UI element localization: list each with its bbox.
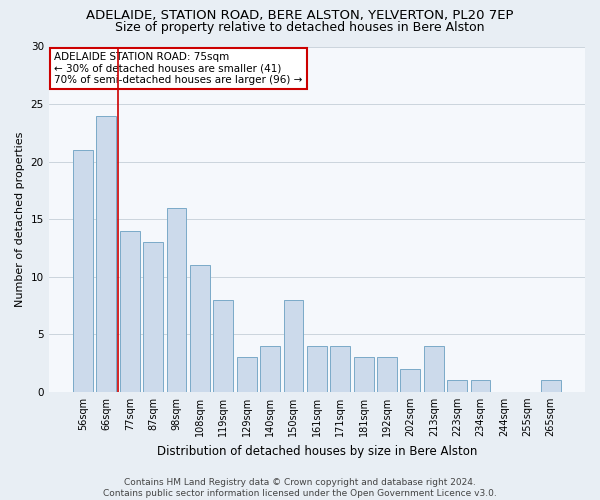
Bar bbox=[307, 346, 327, 392]
Bar bbox=[284, 300, 304, 392]
Bar bbox=[214, 300, 233, 392]
Bar bbox=[237, 358, 257, 392]
Bar bbox=[400, 369, 421, 392]
Bar bbox=[190, 265, 210, 392]
Bar bbox=[260, 346, 280, 392]
Bar bbox=[73, 150, 93, 392]
Bar bbox=[353, 358, 374, 392]
Text: Contains HM Land Registry data © Crown copyright and database right 2024.
Contai: Contains HM Land Registry data © Crown c… bbox=[103, 478, 497, 498]
Bar bbox=[541, 380, 560, 392]
Bar bbox=[167, 208, 187, 392]
Bar bbox=[120, 230, 140, 392]
Bar bbox=[330, 346, 350, 392]
X-axis label: Distribution of detached houses by size in Bere Alston: Distribution of detached houses by size … bbox=[157, 444, 477, 458]
Text: ADELAIDE, STATION ROAD, BERE ALSTON, YELVERTON, PL20 7EP: ADELAIDE, STATION ROAD, BERE ALSTON, YEL… bbox=[86, 9, 514, 22]
Bar bbox=[97, 116, 116, 392]
Text: Size of property relative to detached houses in Bere Alston: Size of property relative to detached ho… bbox=[115, 21, 485, 34]
Bar bbox=[470, 380, 490, 392]
Bar bbox=[377, 358, 397, 392]
Bar bbox=[143, 242, 163, 392]
Bar bbox=[447, 380, 467, 392]
Text: ADELAIDE STATION ROAD: 75sqm
← 30% of detached houses are smaller (41)
70% of se: ADELAIDE STATION ROAD: 75sqm ← 30% of de… bbox=[54, 52, 302, 85]
Bar bbox=[424, 346, 443, 392]
Y-axis label: Number of detached properties: Number of detached properties bbox=[15, 132, 25, 307]
